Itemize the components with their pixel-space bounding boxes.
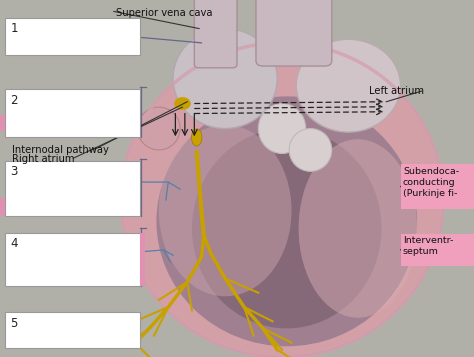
- Bar: [0, 198, 5, 216]
- Text: 3: 3: [10, 165, 18, 178]
- Text: 4: 4: [10, 237, 18, 250]
- Ellipse shape: [192, 129, 382, 328]
- Ellipse shape: [173, 29, 277, 129]
- Text: 2: 2: [10, 94, 18, 106]
- Ellipse shape: [258, 104, 306, 154]
- Ellipse shape: [156, 96, 417, 346]
- Text: Subendoca-
conducting
(Purkinje fi-: Subendoca- conducting (Purkinje fi-: [403, 167, 459, 198]
- FancyBboxPatch shape: [256, 0, 332, 66]
- Text: Superior vena cava: Superior vena cava: [116, 8, 213, 18]
- Bar: [140, 233, 145, 286]
- Text: Left atrium: Left atrium: [369, 86, 424, 96]
- Bar: [401, 234, 474, 266]
- Ellipse shape: [296, 39, 401, 132]
- Bar: [0, 115, 5, 131]
- Bar: [401, 164, 474, 209]
- Bar: [5, 18, 140, 55]
- FancyBboxPatch shape: [194, 0, 237, 68]
- Bar: [5, 89, 140, 137]
- Ellipse shape: [299, 139, 417, 318]
- Bar: [5, 161, 140, 216]
- Text: Interventr-
septum: Interventr- septum: [403, 236, 453, 256]
- Text: Right atrium: Right atrium: [12, 154, 74, 164]
- Circle shape: [175, 98, 190, 109]
- Ellipse shape: [121, 43, 443, 357]
- Bar: [5, 233, 140, 286]
- Text: 1: 1: [10, 22, 18, 35]
- Ellipse shape: [191, 129, 202, 146]
- Ellipse shape: [159, 125, 292, 296]
- Text: 5: 5: [10, 317, 18, 330]
- Bar: [5, 312, 140, 348]
- Ellipse shape: [289, 129, 332, 171]
- Text: Internodal pathway: Internodal pathway: [12, 145, 109, 155]
- Ellipse shape: [137, 107, 180, 150]
